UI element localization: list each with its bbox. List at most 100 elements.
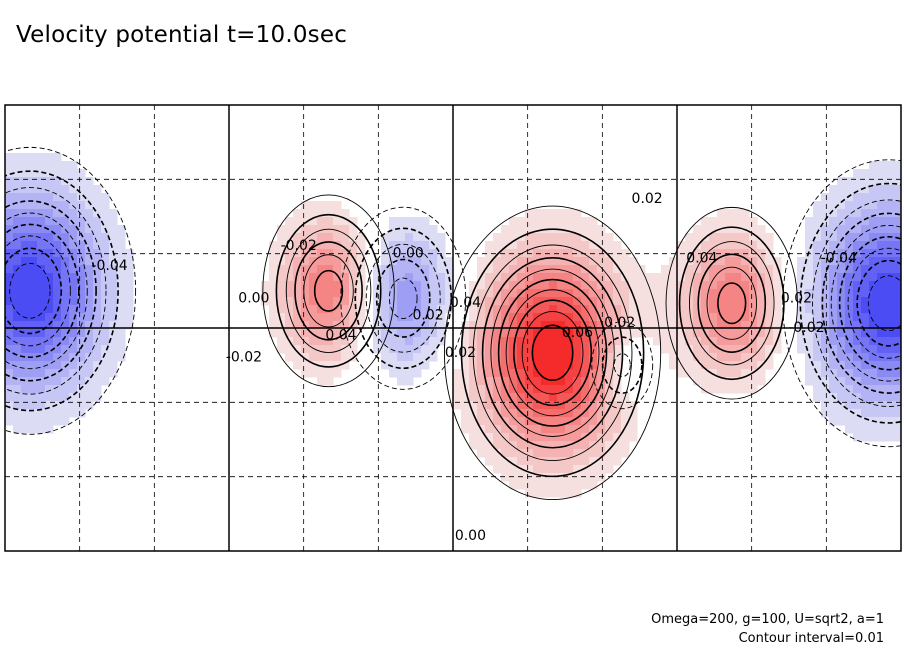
field-cell <box>717 289 726 298</box>
field-cell <box>309 273 318 282</box>
field-cell <box>309 369 318 378</box>
field-cell <box>877 385 886 394</box>
field-cell <box>677 337 686 346</box>
field-cell <box>525 481 534 490</box>
field-cell <box>77 249 86 258</box>
field-cell <box>477 369 486 378</box>
field-cell <box>109 281 118 290</box>
field-cell <box>421 329 430 338</box>
field-cell <box>85 241 94 250</box>
field-cell <box>501 273 510 282</box>
field-cell <box>845 361 854 370</box>
field-cell <box>485 457 494 466</box>
field-cell <box>709 265 718 274</box>
field-cell <box>301 361 310 370</box>
contour-label: -0.02 <box>788 320 824 336</box>
field-cell <box>613 329 622 338</box>
field-cell <box>421 217 430 226</box>
field-cell <box>45 201 54 210</box>
field-cell <box>541 409 550 418</box>
field-cell <box>53 169 62 178</box>
field-cell <box>277 225 286 234</box>
field-cell <box>549 433 558 442</box>
field-cell <box>613 377 622 386</box>
field-cell <box>581 241 590 250</box>
field-cell <box>101 369 110 378</box>
field-cell <box>757 289 766 298</box>
field-cell <box>837 273 846 282</box>
field-cell <box>93 185 102 194</box>
field-cell <box>429 265 438 274</box>
negative-contour <box>5 235 71 347</box>
field-cell <box>117 249 126 258</box>
field-cell <box>125 265 134 274</box>
field-cell <box>525 257 534 266</box>
field-cell <box>533 473 542 482</box>
field-cell <box>893 217 901 226</box>
field-cell <box>869 225 878 234</box>
field-cell <box>573 225 582 234</box>
field-cell <box>685 281 694 290</box>
field-cell <box>525 385 534 394</box>
field-cell <box>621 249 630 258</box>
field-cell <box>325 217 334 226</box>
field-cell <box>869 425 878 434</box>
contour-label: 0.00 <box>238 290 269 306</box>
field-cell <box>893 169 901 178</box>
field-cell <box>85 345 94 354</box>
field-cell <box>757 265 766 274</box>
field-cell <box>701 225 710 234</box>
field-cell <box>93 305 102 314</box>
field-cell <box>333 345 342 354</box>
field-cell <box>797 257 806 266</box>
field-cell <box>389 281 398 290</box>
field-cell <box>69 225 78 234</box>
field-cell <box>13 153 22 162</box>
field-cell <box>749 385 758 394</box>
field-cell <box>837 257 846 266</box>
field-cell <box>461 409 470 418</box>
field-cell <box>589 457 598 466</box>
contour-label: 0.04 <box>686 251 717 267</box>
field-cell <box>581 417 590 426</box>
field-cell <box>709 217 718 226</box>
field-cell <box>541 257 550 266</box>
field-cell <box>861 177 870 186</box>
field-cell <box>573 377 582 386</box>
field-cell <box>5 353 14 362</box>
field-cell <box>53 409 62 418</box>
field-cell <box>605 249 614 258</box>
field-cell <box>309 345 318 354</box>
field-cell <box>85 361 94 370</box>
field-cell <box>85 273 94 282</box>
field-cell <box>5 297 14 306</box>
field-cell <box>629 265 638 274</box>
field-cell <box>893 417 901 426</box>
field-cell <box>317 297 326 306</box>
field-cell <box>389 321 398 330</box>
field-cell <box>269 241 278 250</box>
field-cell <box>517 393 526 402</box>
field-cell <box>525 433 534 442</box>
field-cell <box>29 265 38 274</box>
field-cell <box>13 273 22 282</box>
field-cell <box>517 481 526 490</box>
field-cell <box>541 209 550 218</box>
field-cell <box>317 233 326 242</box>
field-cell <box>701 321 710 330</box>
field-cell <box>301 337 310 346</box>
field-cell <box>621 265 630 274</box>
field-cell <box>53 241 62 250</box>
negative-contour <box>5 200 97 382</box>
field-cell <box>429 241 438 250</box>
field-cell <box>829 337 838 346</box>
field-cell <box>845 225 854 234</box>
field-cell <box>837 265 846 274</box>
field-cell <box>629 401 638 410</box>
field-cell <box>389 265 398 274</box>
field-cell <box>581 457 590 466</box>
field-cell <box>701 265 710 274</box>
field-cell <box>101 233 110 242</box>
field-cell <box>557 417 566 426</box>
field-cell <box>597 361 606 370</box>
